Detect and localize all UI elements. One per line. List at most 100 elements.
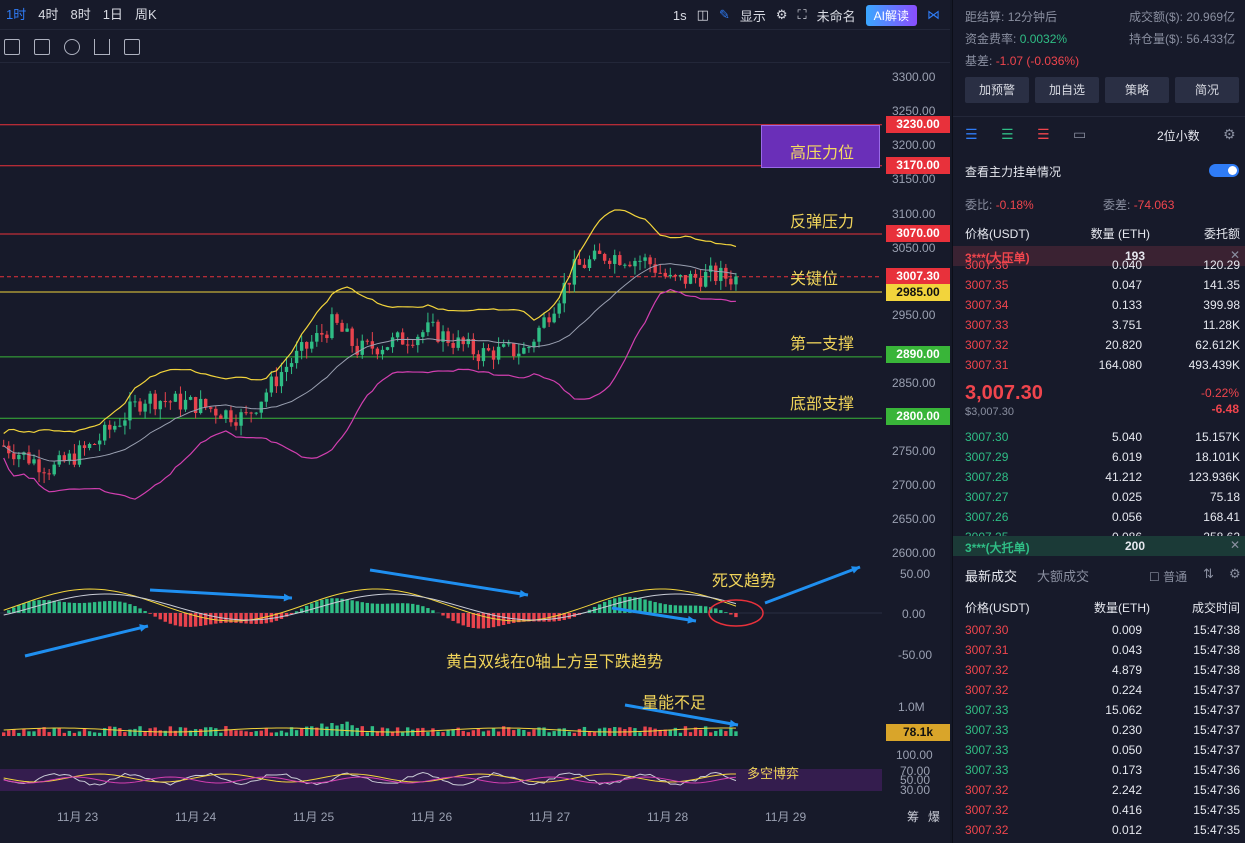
overview-button[interactable]: 简况 (1175, 77, 1239, 103)
tf-1w[interactable]: 周K (134, 6, 157, 22)
normal-checkbox[interactable]: ☐ 普通 (1149, 570, 1188, 584)
sort-icon[interactable]: ⇅ (1203, 566, 1214, 581)
orderbook-row[interactable]: 3007.31 164.080 493.439K (953, 355, 1245, 375)
interval-button[interactable]: 1s (672, 7, 687, 23)
tf-1d[interactable]: 1日 (102, 6, 123, 22)
trade-row[interactable]: 3007.32 0.224 15:47:37 (953, 680, 1245, 700)
orderbook-row[interactable]: 3007.29 6.019 18.101K (953, 447, 1245, 467)
volume-bar (481, 731, 486, 736)
trash-icon[interactable] (124, 38, 140, 55)
row-price: 3007.32 (965, 783, 1009, 797)
volume-bar (688, 732, 693, 736)
candle-body (577, 259, 582, 265)
close-icon[interactable]: ✕ (1229, 538, 1240, 552)
share-icon[interactable]: ⋈ (927, 7, 940, 22)
orderbook-row[interactable]: 3007.27 0.025 75.18 (953, 487, 1245, 507)
trade-row[interactable]: 3007.32 2.242 15:47:36 (953, 780, 1245, 800)
pen-icon[interactable]: ✎ (718, 7, 730, 22)
trade-row[interactable]: 3007.31 0.043 15:47:38 (953, 640, 1245, 660)
orderbook-row[interactable]: 3007.28 41.212 123.936K (953, 467, 1245, 487)
settings-icon[interactable]: ⚙ (1229, 566, 1241, 581)
macd-axis-tick: -50.00 (898, 648, 933, 662)
trades-icon[interactable]: ▭ (1073, 126, 1087, 142)
trade-row[interactable]: 3007.30 0.009 15:47:38 (953, 620, 1245, 640)
volume-bar (249, 731, 253, 736)
row-price: 3007.32 (965, 338, 1009, 352)
orderbook-row[interactable]: 3007.34 0.133 399.98 (953, 295, 1245, 315)
volume-bar (87, 731, 92, 736)
trade-row[interactable]: 3007.33 0.230 15:47:37 (953, 720, 1245, 740)
orderbook-row[interactable]: 3007.35 0.047 141.35 (953, 275, 1245, 295)
tf-1h[interactable]: 1时 (6, 6, 27, 22)
trades-header-qty[interactable]: 数量(ETH) (1094, 601, 1150, 615)
settings-icon[interactable]: ⚙ (1223, 126, 1236, 142)
display-button[interactable]: 显示 (739, 8, 766, 24)
trade-row[interactable]: 3007.33 0.050 15:47:37 (953, 740, 1245, 760)
macd-histogram-bar (97, 601, 102, 613)
template-select[interactable]: 未命名 (816, 8, 856, 24)
candle-body (27, 452, 31, 464)
chart-area[interactable]: 1时 4时 8时 1日 周K 1s ◫ ✎ 显示 ⚙ ⛶ 未命名 AI解读 ⋈ … (0, 0, 950, 843)
row-qty: 0.056 (1111, 510, 1142, 524)
chips-button[interactable]: 筹 (907, 810, 920, 824)
volume-axis-tick: 1.0M (898, 700, 925, 714)
camera-icon[interactable]: ◫ (696, 7, 709, 22)
orderbook-row[interactable]: 3007.26 0.056 168.41 (953, 507, 1245, 527)
orderbook-asks-icon[interactable]: ☰ (1037, 126, 1050, 142)
macd-histogram-bar (188, 613, 193, 627)
tf-4h[interactable]: 4时 (38, 6, 59, 22)
price-axis-tick: 2850.00 (892, 376, 936, 390)
header-amount[interactable]: 委托额 (1203, 227, 1240, 241)
orderbook-row[interactable]: 3007.30 5.040 15.157K (953, 427, 1245, 447)
candle-body (486, 348, 491, 351)
decimals-select[interactable]: 2位小数 (1157, 129, 1200, 143)
candle-body (249, 412, 253, 414)
orderbook-row[interactable]: 3007.32 20.820 62.612K (953, 335, 1245, 355)
depth-toggle[interactable] (1209, 164, 1239, 177)
candle-body (284, 366, 289, 373)
add-watchlist-button[interactable]: 加自选 (1035, 77, 1099, 103)
row-amount: 62.612K (1195, 338, 1240, 352)
row-amount: 15:47:37 (1193, 723, 1240, 737)
tab-latest-trades[interactable]: 最新成交 (965, 569, 1018, 584)
trade-row[interactable]: 3007.33 0.173 15:47:36 (953, 760, 1245, 780)
depth-link[interactable]: 查看主力挂单情况 (965, 165, 1062, 179)
candlestick-chart[interactable] (0, 63, 950, 843)
ai-interpret-button[interactable]: AI解读 (865, 4, 917, 26)
liquidation-button[interactable]: 爆 (928, 810, 941, 824)
add-alert-button[interactable]: 加预警 (965, 77, 1029, 103)
magnet-icon[interactable] (64, 38, 80, 55)
candle-body (52, 464, 56, 475)
row-price: 3007.36 (965, 258, 1009, 272)
calculator-icon[interactable] (4, 38, 20, 55)
tf-8h[interactable]: 8时 (70, 6, 91, 22)
orderbook-bids-icon[interactable]: ☰ (1001, 126, 1014, 142)
volume-bar (668, 729, 672, 736)
filter-icon[interactable] (94, 38, 110, 55)
macd-histogram-bar (239, 613, 243, 624)
strategy-button[interactable]: 策略 (1105, 77, 1169, 103)
note-icon[interactable] (34, 38, 50, 55)
row-price: 3007.28 (965, 470, 1009, 484)
header-qty[interactable]: 数量 (ETH) (1090, 227, 1150, 241)
orderbook-both-icon[interactable]: ☰ (965, 126, 978, 142)
orderbook-row[interactable]: 3007.33 3.751 11.28K (953, 315, 1245, 335)
candle-body (481, 348, 486, 362)
candle-body (673, 274, 678, 277)
trade-row[interactable]: 3007.33 15.062 15:47:37 (953, 700, 1245, 720)
macd-histogram-bar (350, 600, 354, 613)
orderbook-row[interactable]: 3007.36 0.040 120.29 (953, 255, 1245, 275)
candle-body (113, 425, 117, 430)
macd-histogram-bar (552, 613, 556, 622)
trade-row[interactable]: 3007.32 0.416 15:47:35 (953, 800, 1245, 820)
candle-body (491, 350, 496, 360)
tab-large-trades[interactable]: 大额成交 (1037, 569, 1090, 584)
trade-row[interactable]: 3007.32 0.012 15:47:35 (953, 820, 1245, 840)
settings-icon[interactable]: ⚙ (775, 7, 788, 22)
oi-label: 持仓量($): (1129, 32, 1184, 46)
macd-histogram-bar (62, 602, 66, 613)
trade-row[interactable]: 3007.32 4.879 15:47:38 (953, 660, 1245, 680)
volume-bar (426, 732, 430, 736)
close-icon[interactable]: ✕ (1229, 248, 1240, 262)
fullscreen-icon[interactable]: ⛶ (797, 7, 807, 22)
